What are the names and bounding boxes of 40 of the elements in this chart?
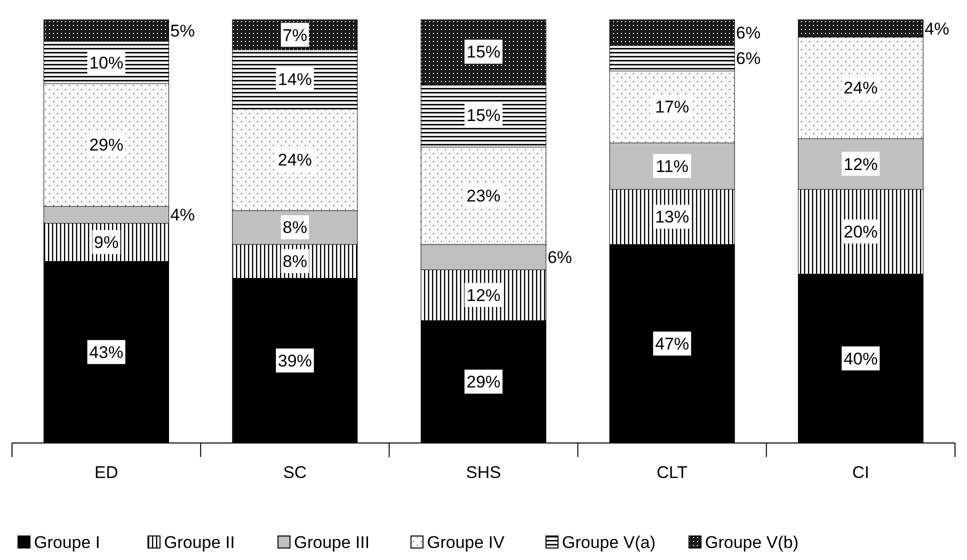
legend-label: Groupe V(a): [562, 533, 656, 552]
x-tick-label: CI: [852, 463, 870, 482]
data-label: 40%: [844, 349, 878, 368]
data-label: 29%: [466, 372, 501, 392]
data-label: 4%: [924, 19, 950, 38]
data-label: 47%: [655, 334, 690, 354]
data-label: 4%: [170, 206, 195, 225]
legend-label: Groupe IV: [427, 533, 506, 552]
data-label: 14%: [278, 70, 312, 90]
data-label: 8%: [282, 252, 308, 272]
data-label: 39%: [278, 351, 312, 370]
data-label: 5%: [170, 22, 195, 41]
data-label: 29%: [89, 136, 124, 155]
data-label: 23%: [466, 186, 501, 206]
data-label: 12%: [466, 286, 501, 305]
legend-label: Groupe V(b): [705, 533, 799, 552]
legend-label: Groupe III: [294, 533, 370, 552]
data-label: 9%: [94, 233, 119, 252]
data-label: 24%: [278, 150, 312, 170]
legend-label: Groupe II: [164, 533, 235, 552]
data-label: 24%: [844, 78, 878, 98]
data-label: 6%: [736, 24, 761, 43]
data-label: 17%: [655, 98, 690, 117]
data-label: 20%: [844, 222, 878, 242]
x-tick-label: SHS: [466, 463, 501, 482]
data-label: 7%: [282, 26, 308, 45]
data-label: 43%: [89, 343, 124, 362]
data-label: 10%: [89, 53, 124, 72]
data-label: 8%: [282, 218, 308, 238]
data-label: 13%: [655, 208, 690, 227]
data-label: 15%: [466, 106, 501, 126]
x-tick-label: SC: [283, 463, 307, 482]
data-label: 11%: [656, 156, 688, 176]
legend-label: Groupe I: [34, 533, 100, 552]
x-tick-label: ED: [94, 463, 118, 482]
data-label: 6%: [547, 248, 572, 267]
data-label: 15%: [466, 42, 501, 62]
data-label: 6%: [736, 49, 761, 68]
x-tick-label: CLT: [656, 463, 688, 482]
data-label: 12%: [844, 154, 878, 174]
